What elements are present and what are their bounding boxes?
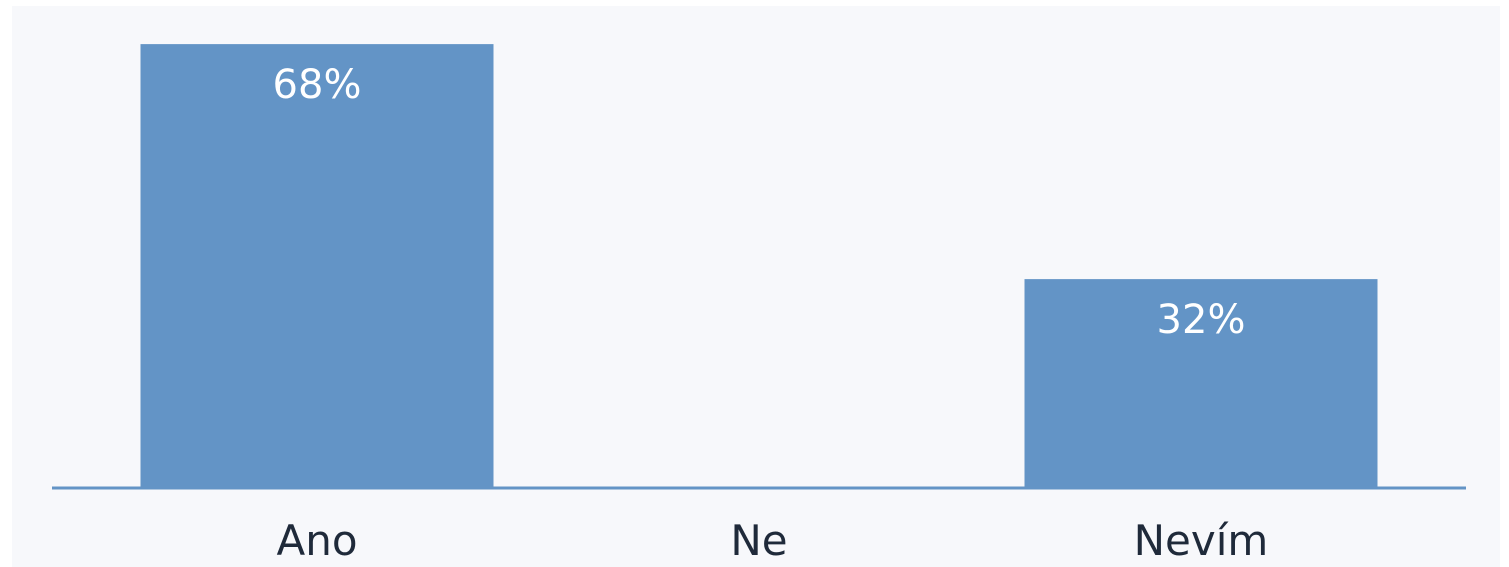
bar-ano — [140, 44, 494, 488]
value-label-ano: 68% — [273, 62, 362, 108]
category-label-ne: Ne — [730, 516, 787, 565]
category-labels-group: Ano Ne Nevím — [276, 516, 1268, 565]
value-labels-group: 68% 32% — [273, 62, 1246, 343]
bar-nevim — [1024, 279, 1378, 488]
value-label-nevim: 32% — [1157, 297, 1246, 343]
category-label-nevim: Nevím — [1134, 516, 1269, 565]
category-label-ano: Ano — [276, 516, 357, 565]
bars-group — [140, 44, 1378, 488]
